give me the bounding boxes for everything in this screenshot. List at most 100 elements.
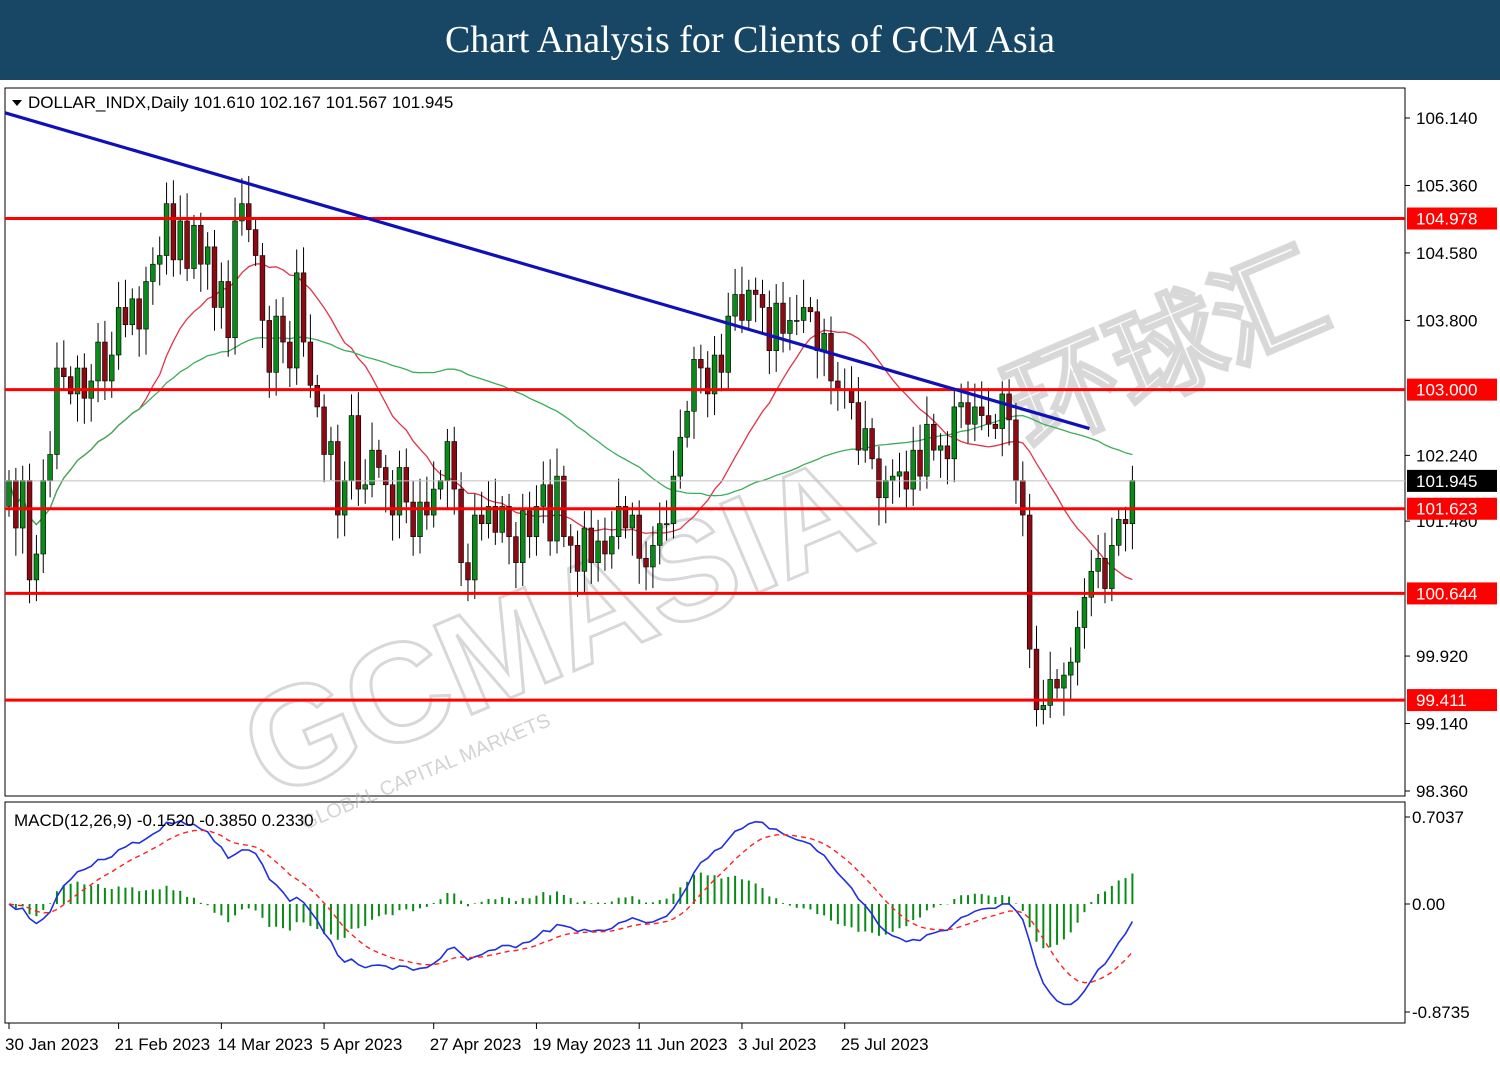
candle-body <box>800 307 807 321</box>
candle <box>567 524 574 574</box>
candle <box>328 426 334 481</box>
candle <box>1095 534 1101 589</box>
current-price-label: 101.945 <box>1416 472 1477 491</box>
candle-body <box>609 536 615 555</box>
candle-body <box>506 506 512 537</box>
price-panel <box>4 87 1406 797</box>
candle-body <box>889 475 896 481</box>
candle-body <box>403 467 409 503</box>
candle-body <box>273 315 279 373</box>
candle-body <box>335 441 341 516</box>
candle-body <box>184 220 190 269</box>
candle <box>711 335 718 416</box>
candle-body <box>389 484 396 516</box>
x-tick-label: 3 Jul 2023 <box>738 1035 816 1054</box>
candle-body <box>369 449 375 486</box>
candle-body <box>1129 480 1136 525</box>
candle-body <box>95 341 101 382</box>
candle <box>259 242 266 349</box>
candle <box>677 409 684 489</box>
candle-body <box>602 540 608 555</box>
candle <box>410 480 416 556</box>
candle <box>876 446 882 526</box>
candle-body <box>828 333 834 382</box>
candle-body <box>102 341 108 382</box>
y-tick-label: 103.800 <box>1416 311 1477 330</box>
candle <box>218 262 225 329</box>
candle-body <box>677 436 684 477</box>
candle-body <box>643 558 649 568</box>
candle-body <box>246 203 252 230</box>
x-tick-label: 14 Mar 2023 <box>217 1035 312 1054</box>
candle-body <box>821 333 827 351</box>
level-badge-label: 100.644 <box>1416 584 1477 603</box>
candle-body <box>869 428 875 460</box>
candle-body <box>759 294 766 308</box>
candle-body <box>430 488 437 516</box>
candle-body <box>47 454 53 481</box>
x-tick-label: 5 Apr 2023 <box>320 1035 402 1054</box>
candle <box>163 182 170 275</box>
candle <box>355 392 362 506</box>
y-tick-label: 99.920 <box>1416 647 1468 666</box>
candle-body <box>540 484 547 507</box>
macd-axis: 0.7037 0.00 -0.8735 <box>1405 808 1470 1022</box>
candle-body <box>526 510 533 537</box>
candle-body <box>773 302 779 351</box>
candle <box>609 511 615 569</box>
candle-body <box>81 367 88 399</box>
candle <box>293 249 300 385</box>
candle-body <box>985 415 992 425</box>
candle <box>335 424 341 539</box>
candle-body <box>19 480 26 529</box>
candle <box>684 400 690 448</box>
candlesticks <box>6 175 1136 727</box>
candle <box>732 268 738 331</box>
ma-fast-line <box>8 263 1133 581</box>
candle-body <box>143 281 149 330</box>
trendline <box>4 111 1090 431</box>
candle <box>602 517 608 571</box>
candle <box>506 493 512 565</box>
chart-background <box>0 80 1500 1071</box>
candle-body <box>109 354 115 382</box>
candle-body <box>732 294 738 317</box>
candle <box>150 247 156 305</box>
candle-body <box>437 480 444 490</box>
candle-body <box>259 255 266 321</box>
candle <box>759 279 766 333</box>
candle-body <box>636 514 642 559</box>
candle-body <box>807 307 814 313</box>
candle-body <box>485 506 492 525</box>
candle <box>910 426 916 506</box>
candle-body <box>794 320 800 322</box>
candle <box>1033 625 1040 727</box>
candle-body <box>252 229 259 256</box>
candle <box>691 346 697 439</box>
candle <box>670 450 677 539</box>
candle <box>937 433 944 478</box>
level-badge-label: 103.000 <box>1416 381 1477 400</box>
level-badge-label: 104.978 <box>1416 210 1477 229</box>
candle <box>225 260 231 357</box>
candle <box>478 491 485 541</box>
candle <box>266 305 272 398</box>
candle <box>472 493 478 599</box>
candle <box>1074 610 1081 686</box>
candle-body <box>376 449 382 468</box>
candle-body <box>965 402 971 425</box>
candle-body <box>136 298 142 330</box>
candle <box>184 193 190 282</box>
candle <box>718 333 725 392</box>
x-tick-label: 21 Feb 2023 <box>115 1035 210 1054</box>
candle-body <box>567 536 574 546</box>
macd-y-tick-label: 0.7037 <box>1412 808 1464 827</box>
candle-body <box>26 480 33 581</box>
candle <box>1081 578 1088 649</box>
candle <box>239 178 245 236</box>
candle <box>650 526 656 589</box>
candle <box>307 314 314 398</box>
candle-body <box>999 393 1005 429</box>
dropdown-arrow-icon[interactable] <box>12 100 22 106</box>
candle-body <box>150 263 156 282</box>
